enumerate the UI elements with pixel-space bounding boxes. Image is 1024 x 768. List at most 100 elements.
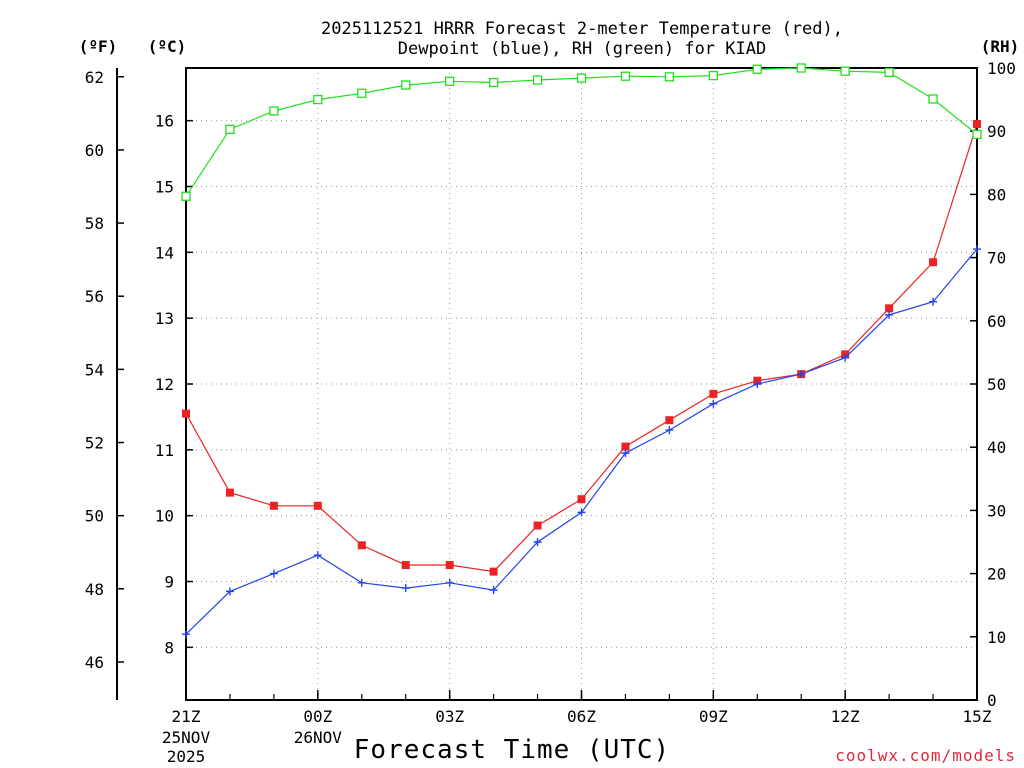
- fahrenheit-tick-label: 60: [85, 141, 104, 160]
- temperature-point: [445, 561, 454, 570]
- dewpoint-point: [182, 630, 190, 639]
- celsius-tick-label: 16: [155, 112, 174, 131]
- rh-tick-label: 30: [987, 501, 1006, 520]
- dewpoint-point: [357, 578, 366, 587]
- rh-tick-label: 50: [987, 375, 1006, 394]
- fahrenheit-tick-label: 62: [85, 68, 104, 87]
- temperature-point: [313, 501, 322, 510]
- celsius-tick-label: 12: [155, 375, 174, 394]
- dewpoint-point: [225, 587, 234, 596]
- x-tick-label: 12Z: [831, 707, 860, 726]
- x-tick-date-label: 26NOV: [294, 728, 343, 747]
- chart-title-line2: Dewpoint (blue), RH (green) for KIAD: [398, 39, 766, 59]
- x-tick-label: 06Z: [567, 707, 596, 726]
- temperature-point: [665, 416, 674, 425]
- dewpoint-point: [269, 569, 278, 578]
- rh-point: [532, 75, 543, 85]
- x-tick-label: 09Z: [699, 707, 728, 726]
- rh-tick-label: 40: [987, 438, 1006, 457]
- temperature-line: [185, 123, 978, 573]
- rh-tick-label: 60: [987, 312, 1006, 331]
- rh-point: [313, 94, 323, 105]
- rh-point: [620, 71, 631, 81]
- rh-tick-label: 0: [987, 691, 997, 710]
- rh-point: [884, 67, 894, 78]
- rh-point: [972, 129, 982, 140]
- temperature-point: [973, 119, 981, 128]
- dewpoint-point: [577, 508, 586, 517]
- celsius-tick-label: 14: [155, 243, 174, 262]
- celsius-tick-label: 9: [164, 573, 174, 592]
- rh-tick-label: 90: [987, 122, 1006, 141]
- dewpoint-point: [797, 370, 806, 379]
- dewpoint-point: [929, 297, 938, 306]
- dewpoint-point: [753, 380, 762, 388]
- x-tick-label: 15Z: [963, 707, 992, 726]
- celsius-tick-label: 15: [155, 178, 174, 197]
- dewpoint-point: [533, 538, 542, 546]
- dewpoint-line: [185, 248, 978, 635]
- temperature-point: [182, 409, 190, 418]
- dewpoint-point: [709, 399, 718, 408]
- fahrenheit-tick-label: 56: [85, 287, 104, 306]
- rh-tick-label: 10: [987, 628, 1006, 647]
- dewpoint-point: [973, 245, 981, 254]
- dewpoint-point: [401, 584, 410, 593]
- x-tick-year-label: 2025: [167, 747, 206, 766]
- gridlines: [186, 68, 977, 700]
- temperature-point: [489, 567, 498, 576]
- rh-point: [664, 72, 675, 82]
- dewpoint-point: [445, 578, 454, 587]
- rh-line: [185, 67, 978, 197]
- x-tick-label: 21Z: [172, 707, 201, 726]
- rh-point: [181, 191, 191, 201]
- dewpoint-point: [841, 353, 850, 362]
- temperature-point: [533, 521, 542, 530]
- dewpoint-point: [313, 551, 322, 560]
- x-axis-title: Forecast Time (UTC): [354, 735, 670, 765]
- rh-point: [840, 66, 850, 76]
- celsius-tick-label: 8: [164, 638, 174, 657]
- series: [181, 63, 982, 639]
- celsius-tick-label: 11: [155, 441, 174, 460]
- rh-point: [225, 124, 235, 134]
- temperature-point: [709, 389, 718, 398]
- rh-point: [445, 76, 455, 86]
- axes: 46 48 50 52 54 56 58 60 62 8 9 10 11 12 13 14 15 16 0 10 20 3…: [85, 59, 1016, 766]
- fahrenheit-tick-label: 46: [85, 653, 104, 672]
- rh-point: [401, 80, 411, 90]
- temperature-point: [929, 258, 938, 267]
- temperature-point: [269, 501, 278, 510]
- rh-point: [928, 94, 938, 104]
- x-tick-label: 03Z: [435, 707, 464, 726]
- celsius-unit-label: (ºC): [148, 37, 187, 56]
- rh-tick-label: 70: [987, 249, 1006, 268]
- fahrenheit-tick-label: 58: [85, 214, 104, 233]
- rh-tick-label: 80: [987, 185, 1006, 204]
- temperature-point: [577, 495, 586, 504]
- rh-point: [357, 88, 367, 98]
- rh-unit-label: (RH): [981, 37, 1020, 56]
- rh-point: [576, 73, 587, 83]
- dewpoint-point: [489, 586, 498, 595]
- rh-point: [708, 70, 718, 81]
- x-tick-label: 00Z: [303, 707, 332, 726]
- fahrenheit-tick-label: 48: [85, 580, 104, 599]
- chart-title-line1: 2025112521 HRRR Forecast 2-meter Tempera…: [321, 19, 843, 39]
- fahrenheit-tick-label: 50: [85, 507, 104, 526]
- rh-point: [269, 106, 279, 116]
- dewpoint-point: [885, 310, 894, 319]
- temperature-point: [885, 304, 894, 313]
- temperature-point: [401, 561, 410, 570]
- celsius-tick-label: 13: [155, 309, 174, 328]
- rh-point: [488, 77, 499, 88]
- rh-point: [796, 63, 806, 73]
- fahrenheit-unit-label: (ºF): [79, 37, 118, 56]
- source-credit: coolwx.com/models: [835, 746, 1016, 765]
- rh-point: [752, 64, 762, 74]
- rh-tick-label: 20: [987, 565, 1006, 584]
- dewpoint-point: [665, 426, 674, 435]
- rh-tick-label: 100: [987, 59, 1016, 78]
- fahrenheit-tick-label: 54: [85, 360, 104, 379]
